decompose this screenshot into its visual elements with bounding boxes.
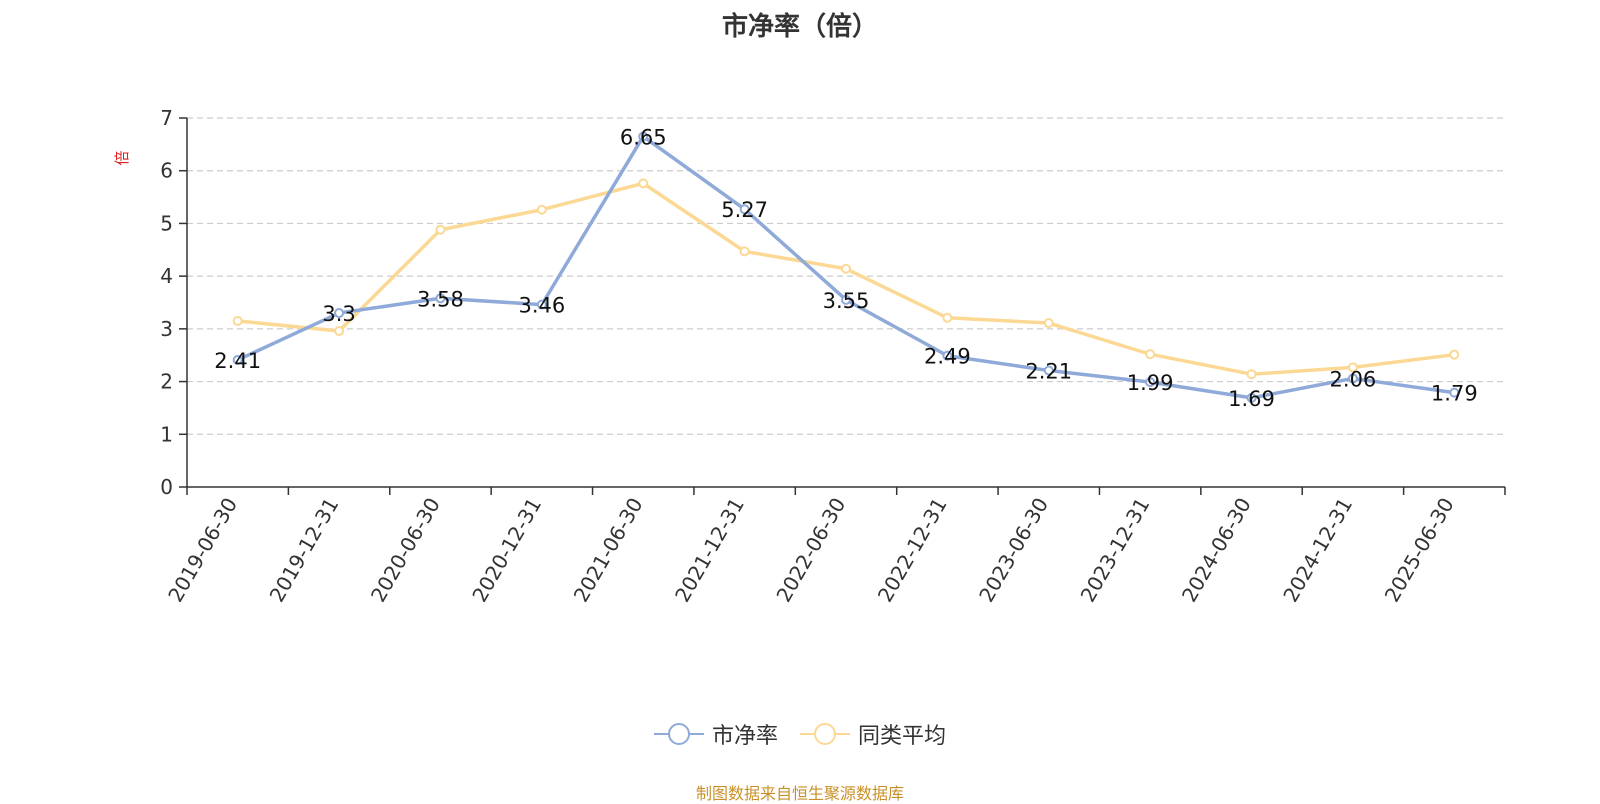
series-2-point [1145,349,1156,360]
x-tick-label: 2024-06-30 [1177,494,1256,607]
series-1-point [1043,365,1054,376]
data-label: 3.46 [518,294,565,318]
x-tick-label: 2024-12-31 [1278,494,1357,607]
x-tick-label: 2020-06-30 [366,494,445,607]
legend-item-series1[interactable]: 市净率 [653,718,778,750]
series-2-point [536,204,547,215]
legend-line-circle-icon [800,723,850,745]
y-tick-label: 4 [160,264,173,288]
series-2-point [1246,369,1257,380]
data-label: 3.55 [823,289,870,313]
legend-item-series2[interactable]: 同类平均 [800,718,946,750]
legend: 市净率 同类平均 [0,718,1600,750]
series-1-point [536,299,547,310]
series-line-2 [237,181,1455,376]
series-2-point [435,224,446,235]
x-tick-label: 2022-12-31 [873,494,952,607]
legend-label-series1: 市净率 [711,724,778,749]
data-label: 1.79 [1431,382,1478,406]
data-labels: 2.41 3.3 3.58 3.46 6.65 5.27 3.55 2.49 2.21 1.99 1… [214,125,1477,410]
series-1-point [1145,377,1156,388]
series-2-point [739,246,750,257]
data-label: 2.41 [214,349,261,373]
data-label: 2.06 [1330,367,1377,391]
chart-title: 市净率（倍） [721,12,878,42]
y-tick-label: 6 [160,159,173,183]
y-axis-unit-label: 倍 [113,150,131,165]
data-label: 1.99 [1127,371,1174,395]
series-2-point [638,178,649,189]
series-1-point [1449,387,1460,398]
x-tick-label: 2021-06-30 [569,494,648,607]
series-2-point [1449,349,1460,360]
y-tick-label: 2 [160,370,173,394]
data-label: 1.69 [1228,387,1275,411]
series-2-point [1347,362,1358,373]
series-1-point [942,350,953,361]
series-2-point [841,263,851,274]
x-tick-label: 2020-12-31 [467,494,546,607]
x-tick-label: 2025-06-30 [1380,494,1459,607]
series-1-point [1347,373,1358,384]
data-source-note: 制图数据来自恒生聚源数据库 [695,784,904,803]
series-2-point [334,325,345,336]
series-1-point [334,308,345,319]
series-1-point [739,204,750,215]
x-tick-label: 2023-06-30 [974,494,1053,607]
y-tick-label: 3 [160,317,173,341]
data-label: 2.21 [1025,360,1072,384]
y-tick-label: 0 [160,475,173,499]
legend-line-circle-icon [653,723,704,745]
series-lines [232,131,1460,403]
series-2-point [1043,318,1054,329]
series-1-point [841,294,851,305]
y-tick-label: 5 [160,211,173,235]
data-label: 5.27 [721,198,768,222]
x-tick-label: 2022-06-30 [771,494,850,607]
x-tick-label: 2019-06-30 [163,494,242,607]
series-1-point [232,354,243,365]
legend-label-series2: 同类平均 [858,724,947,749]
series-1-point [638,131,649,142]
data-label: 3.58 [417,287,464,311]
axes: 0 1 2 3 4 5 6 7 倍 2019-06-30 2019-12-31 2020-06-30 2… [113,106,1506,607]
y-tick-label: 1 [160,422,173,446]
series-2-point [942,312,953,323]
series-1-point [435,293,446,304]
series-2-point [232,315,243,326]
x-tick-label: 2021-12-31 [670,494,749,607]
y-tick-label: 7 [160,106,173,130]
x-tick-label: 2019-12-31 [265,494,344,607]
data-label: 3.3 [322,302,355,326]
x-tick-label: 2023-12-31 [1076,494,1155,607]
data-label: 2.49 [924,345,971,369]
data-label: 6.65 [620,125,667,149]
series-1-point [1246,392,1257,403]
